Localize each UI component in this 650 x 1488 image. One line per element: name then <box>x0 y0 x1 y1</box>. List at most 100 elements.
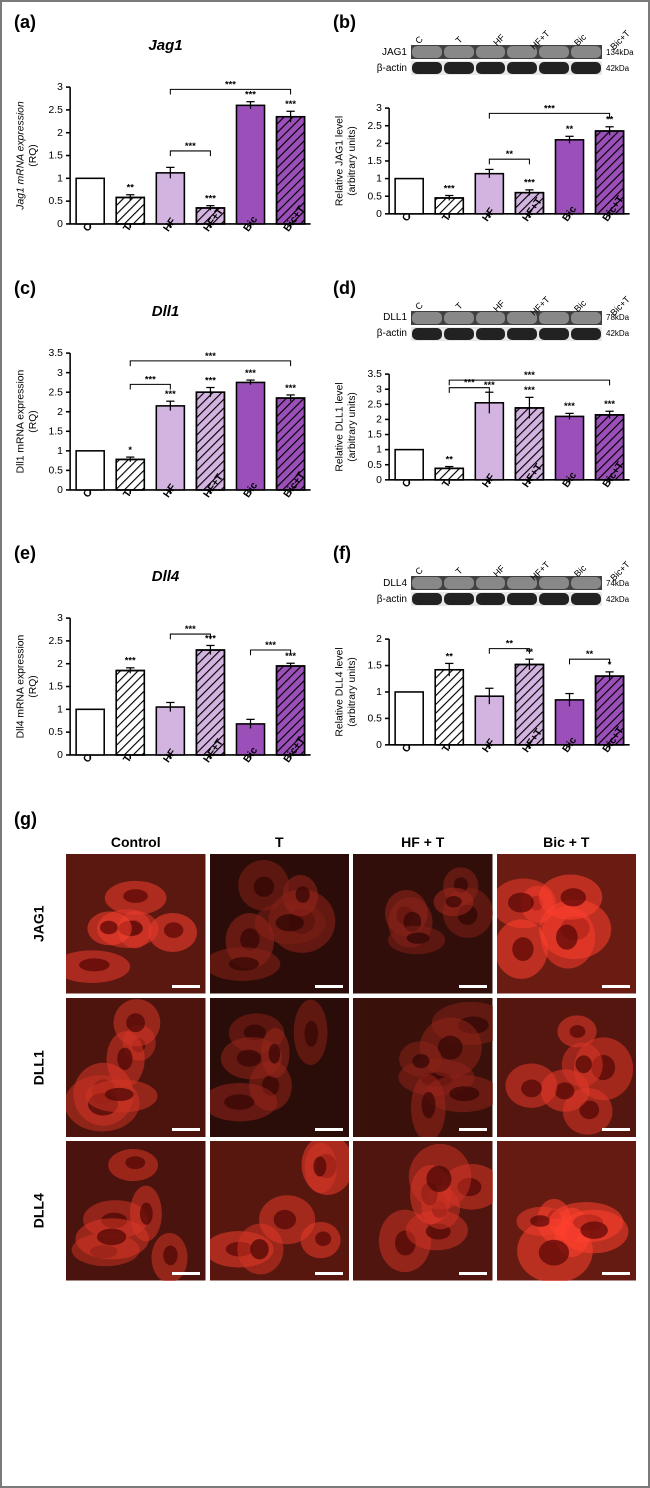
micro-cell <box>353 854 493 994</box>
svg-text:0: 0 <box>57 750 63 761</box>
micro-cell <box>497 1141 637 1281</box>
svg-text:1.5: 1.5 <box>367 429 382 440</box>
svg-text:3.5: 3.5 <box>48 348 63 359</box>
panel-c: (c) Dll1 00.511.522.533.5Dll1 mRNA expre… <box>10 278 321 540</box>
svg-text:***: *** <box>265 640 276 650</box>
svg-text:3.5: 3.5 <box>367 369 382 380</box>
panel-c-chart: 00.511.522.533.5Dll1 mRNA expression(RQ)… <box>10 322 321 540</box>
scale-bar <box>315 1128 343 1131</box>
scale-bar <box>459 1128 487 1131</box>
svg-text:2: 2 <box>376 138 382 149</box>
svg-text:Dll1 mRNA expression(RQ): Dll1 mRNA expression(RQ) <box>15 369 38 473</box>
svg-text:2: 2 <box>57 407 63 418</box>
svg-text:2.5: 2.5 <box>48 636 63 647</box>
micro-cell <box>66 1141 206 1281</box>
svg-text:***: *** <box>185 141 196 151</box>
svg-text:***: *** <box>285 99 296 109</box>
svg-text:1: 1 <box>57 446 63 457</box>
svg-text:3: 3 <box>57 614 63 625</box>
svg-text:***: *** <box>205 375 216 385</box>
micro-cell <box>210 854 350 994</box>
svg-text:***: *** <box>524 385 535 395</box>
micro-cell <box>497 854 637 994</box>
svg-text:**: ** <box>506 149 514 159</box>
svg-text:0.5: 0.5 <box>48 196 63 207</box>
micro-cell <box>66 854 206 994</box>
svg-text:**: ** <box>566 124 574 134</box>
scale-bar <box>172 1272 200 1275</box>
svg-text:2: 2 <box>57 128 63 139</box>
svg-text:0.5: 0.5 <box>48 465 63 476</box>
svg-text:0.5: 0.5 <box>48 728 63 739</box>
panel-c-label: (c) <box>14 278 321 299</box>
micro-cell <box>66 998 206 1138</box>
svg-text:2: 2 <box>376 635 382 646</box>
svg-text:***: *** <box>524 178 535 188</box>
svg-text:***: *** <box>444 183 455 193</box>
svg-text:Relative DLL4 level(arbitrary: Relative DLL4 level(arbitrary units) <box>334 648 357 737</box>
svg-text:***: *** <box>524 370 535 380</box>
panel-e-chart: 00.511.522.53Dll4 mRNA expression(RQ)C**… <box>10 587 321 805</box>
svg-text:2.5: 2.5 <box>367 121 382 132</box>
panel-a-label: (a) <box>14 12 321 33</box>
row-ef: (e) Dll4 00.511.522.53Dll4 mRNA expressi… <box>10 543 640 805</box>
micro-cell <box>210 998 350 1138</box>
panel-d-chart: 00.511.522.533.5Relative DLL1 level(arbi… <box>329 343 640 530</box>
svg-text:***: *** <box>245 368 256 378</box>
svg-text:2.5: 2.5 <box>48 105 63 116</box>
svg-text:**: ** <box>586 649 594 659</box>
svg-text:***: *** <box>544 103 555 113</box>
svg-text:1.5: 1.5 <box>48 426 63 437</box>
micro-cell <box>353 998 493 1138</box>
panel-f-blot: CTHFHF+TBicBic+TDLL474kDaβ-actin42kDa <box>369 566 640 606</box>
panel-a-chart: 00.511.522.53Jag1 mRNA expression(RQ)C**… <box>10 56 321 274</box>
svg-text:***: *** <box>185 624 196 634</box>
panel-b: (b) CTHFHF+TBicBic+TJAG1134kDaβ-actin42k… <box>329 12 640 274</box>
svg-text:0.5: 0.5 <box>367 460 382 471</box>
svg-text:***: *** <box>145 374 156 384</box>
micro-col-label: Bic + T <box>497 834 637 850</box>
svg-text:1: 1 <box>376 444 382 455</box>
micro-cell <box>210 1141 350 1281</box>
svg-text:***: *** <box>464 377 475 387</box>
svg-text:1: 1 <box>376 687 382 698</box>
svg-text:3: 3 <box>57 82 63 93</box>
svg-text:1.5: 1.5 <box>48 682 63 693</box>
svg-text:***: *** <box>604 399 615 409</box>
panel-e-label: (e) <box>14 543 321 564</box>
svg-text:Relative DLL1 level(arbitrary: Relative DLL1 level(arbitrary units) <box>334 382 357 471</box>
svg-text:***: *** <box>205 194 216 204</box>
svg-text:0: 0 <box>376 740 382 751</box>
svg-text:2: 2 <box>376 414 382 425</box>
panel-f: (f) CTHFHF+TBicBic+TDLL474kDaβ-actin42kD… <box>329 543 640 805</box>
scale-bar <box>602 985 630 988</box>
svg-text:Relative JAG1 level(arbitrary: Relative JAG1 level(arbitrary units) <box>334 116 357 206</box>
svg-text:***: *** <box>285 382 296 392</box>
scale-bar <box>459 1272 487 1275</box>
svg-text:0: 0 <box>57 219 63 230</box>
micro-col-label: T <box>210 834 350 850</box>
svg-text:3: 3 <box>376 384 382 395</box>
micro-col-label: HF + T <box>353 834 493 850</box>
panel-e-title: Dll4 <box>10 568 321 585</box>
panel-c-title: Dll1 <box>10 303 321 320</box>
svg-text:3: 3 <box>57 367 63 378</box>
micro-cell <box>497 998 637 1138</box>
svg-text:***: *** <box>245 90 256 100</box>
row-cd: (c) Dll1 00.511.522.533.5Dll1 mRNA expre… <box>10 278 640 540</box>
svg-text:0.5: 0.5 <box>367 714 382 725</box>
micro-cell <box>353 1141 493 1281</box>
svg-text:***: *** <box>125 656 136 666</box>
panel-g-label: (g) <box>14 809 640 830</box>
svg-text:1: 1 <box>376 174 382 185</box>
scale-bar <box>315 1272 343 1275</box>
svg-text:***: *** <box>564 401 575 411</box>
micro-col-label: Control <box>66 834 206 850</box>
panel-d: (d) CTHFHF+TBicBic+TDLL178kDaβ-actin42kD… <box>329 278 640 540</box>
svg-text:2.5: 2.5 <box>367 399 382 410</box>
scale-bar <box>459 985 487 988</box>
svg-text:*: * <box>128 445 132 455</box>
svg-text:**: ** <box>506 639 514 649</box>
svg-text:3: 3 <box>376 103 382 114</box>
svg-text:***: *** <box>225 79 236 89</box>
